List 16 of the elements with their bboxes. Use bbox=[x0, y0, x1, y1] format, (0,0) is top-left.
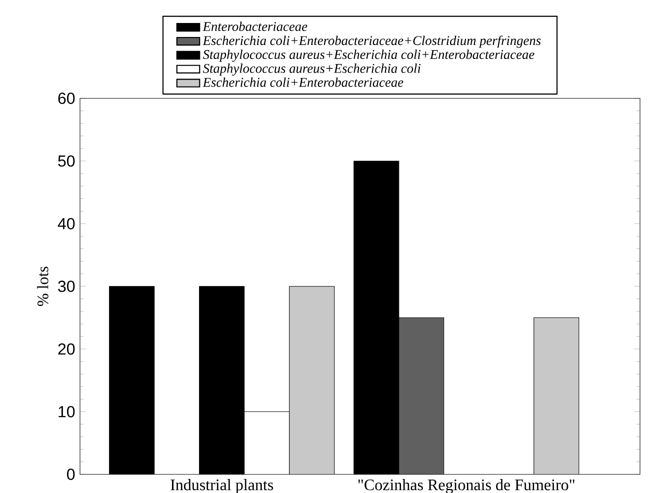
legend-label: Staphylococcus aureus+Escherichia coli+Enterobacteriaceae bbox=[202, 50, 534, 62]
legend-label: Enterobacteriaceae bbox=[202, 22, 308, 32]
y-tick-label: 0 bbox=[67, 468, 75, 480]
bar bbox=[534, 317, 580, 474]
y-tick-label: 20 bbox=[58, 343, 75, 355]
y-tick-label: 50 bbox=[58, 155, 75, 167]
y-tick-label: 60 bbox=[58, 92, 75, 104]
y-tick-label: 40 bbox=[58, 218, 75, 230]
legend-label: Escherichia coli+Enterobacteriaceae+Clostridium perfringens bbox=[202, 36, 541, 48]
legend-label: Staphylococcus aureus+Escherichia coli bbox=[202, 64, 421, 76]
y-axis-title: % lots bbox=[37, 266, 48, 306]
bar bbox=[289, 286, 335, 474]
y-tick-label: 30 bbox=[58, 280, 75, 292]
y-tick-label: 10 bbox=[58, 406, 75, 418]
bar bbox=[109, 286, 155, 474]
legend-label: Escherichia coli+Enterobacteriaceae bbox=[202, 77, 404, 87]
